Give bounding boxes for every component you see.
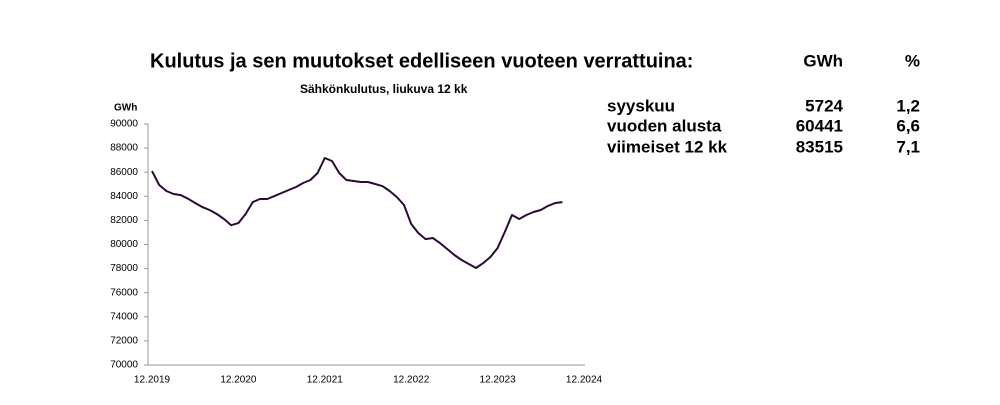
percent-value: 1,2	[896, 96, 920, 115]
percent-value: 7,1	[896, 137, 920, 156]
y-tick-label: 84000	[110, 191, 138, 202]
x-tick-label: 12.2023	[480, 375, 517, 386]
y-tick-label: 70000	[110, 360, 138, 371]
y-tick-label: 88000	[110, 143, 138, 154]
x-tick-label: 12.2021	[307, 375, 344, 386]
y-tick-label: 76000	[110, 287, 138, 298]
x-tick-label: 12.2024	[566, 375, 603, 386]
y-tick-label: 80000	[110, 239, 138, 250]
x-tick-label: 12.2020	[220, 375, 257, 386]
row-label: viimeiset 12 kk	[607, 137, 728, 156]
row-label: vuoden alusta	[607, 116, 722, 135]
y-tick-label: 82000	[110, 215, 138, 226]
row-label: syyskuu	[607, 96, 675, 115]
y-tick-label: 86000	[110, 167, 138, 178]
y-tick-label: 78000	[110, 263, 138, 274]
y-axis-label: GWh	[114, 103, 137, 114]
percent-value: 6,6	[896, 116, 920, 135]
heading: Kulutus ja sen muutokset edelliseen vuot…	[150, 50, 693, 72]
y-tick-label: 74000	[110, 311, 138, 322]
gwh-value: 5724	[805, 96, 843, 115]
column-header: %	[905, 51, 920, 70]
chart-title: Sähkönkulutus, liukuva 12 kk	[300, 82, 468, 96]
column-header: GWh	[803, 51, 843, 70]
y-tick-label: 90000	[110, 119, 138, 130]
x-tick-label: 12.2022	[393, 375, 430, 386]
y-tick-label: 72000	[110, 336, 138, 347]
gwh-value: 60441	[796, 116, 843, 135]
line-series	[151, 157, 563, 269]
gwh-value: 83515	[796, 137, 843, 156]
x-tick-label: 12.2019	[134, 375, 171, 386]
